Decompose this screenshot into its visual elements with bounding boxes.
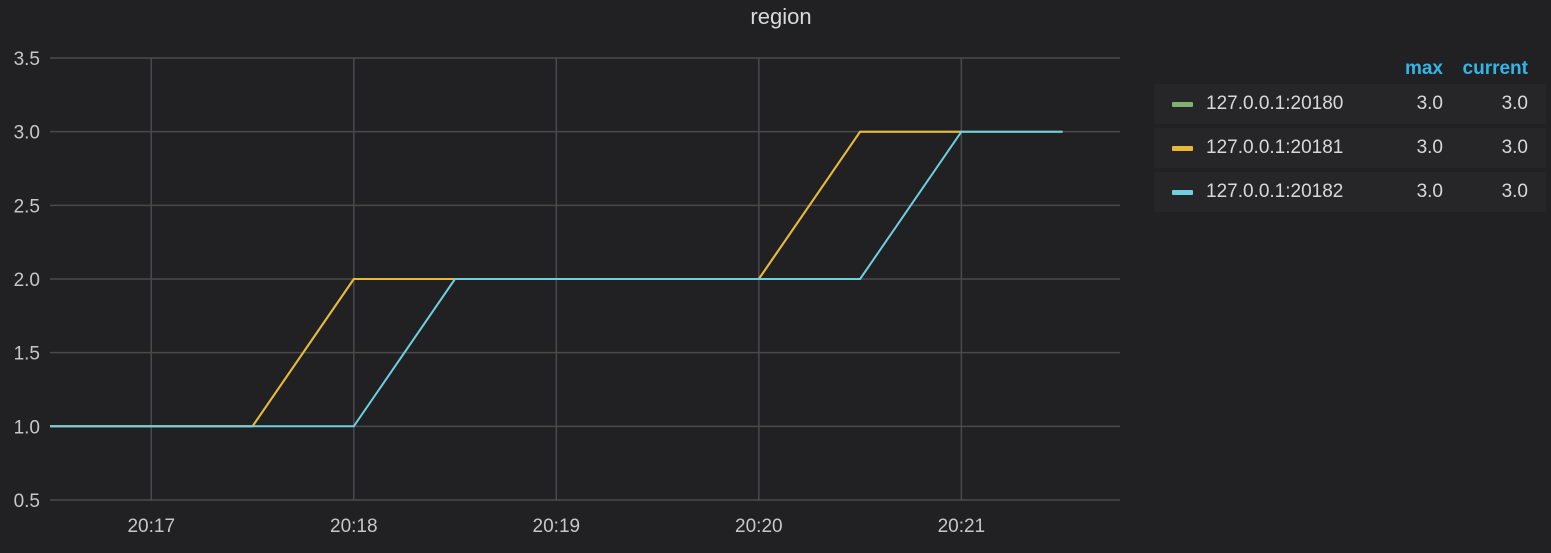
series-line: [50, 130, 1063, 428]
y-tick-label: 2.5: [14, 196, 40, 217]
legend-series-name[interactable]: 127.0.0.1:20182: [1206, 181, 1344, 202]
y-tick-label: 1.5: [14, 344, 40, 365]
legend-max-value: 3.0: [1416, 93, 1443, 114]
y-tick-label: 2.0: [14, 270, 40, 291]
legend-header: max current: [1154, 54, 1546, 84]
legend: max current 127.0.0.1:20180 3.0 3.0 127.…: [1154, 54, 1546, 216]
legend-series-name[interactable]: 127.0.0.1:20180: [1206, 93, 1344, 114]
legend-max-value: 3.0: [1416, 181, 1443, 202]
legend-item[interactable]: 127.0.0.1:20182 3.0 3.0: [1154, 172, 1546, 212]
y-tick-label: 1.0: [14, 417, 40, 438]
legend-max-value: 3.0: [1416, 137, 1443, 158]
series-color-swatch[interactable]: [1172, 189, 1193, 195]
series-color-swatch[interactable]: [1172, 101, 1193, 107]
x-tick-label: 20:21: [938, 516, 986, 537]
x-tick-label: 20:20: [735, 516, 783, 537]
legend-item[interactable]: 127.0.0.1:20180 3.0 3.0: [1154, 84, 1546, 124]
legend-current-value: 3.0: [1501, 137, 1528, 158]
panel-title[interactable]: region: [750, 4, 812, 29]
legend-header-max[interactable]: max: [1404, 58, 1443, 79]
legend-current-value: 3.0: [1501, 93, 1528, 114]
y-tick-label: 0.5: [14, 491, 40, 512]
legend-item[interactable]: 127.0.0.1:20181 3.0 3.0: [1154, 128, 1546, 168]
legend-current-value: 3.0: [1501, 181, 1528, 202]
series-color-swatch[interactable]: [1172, 145, 1193, 151]
legend-header-current[interactable]: current: [1462, 58, 1528, 79]
line-chart: 0.5 1.0 1.5 2.0 2.5 3.0 3.5 20:17 20:18 20:19 20:2…: [14, 49, 1120, 537]
legend-series-name[interactable]: 127.0.0.1:20181: [1206, 137, 1344, 158]
x-tick-label: 20:17: [127, 516, 175, 537]
y-tick-label: 3.5: [14, 49, 40, 70]
y-tick-label: 3.0: [14, 123, 40, 144]
x-tick-label: 20:19: [533, 516, 581, 537]
x-tick-label: 20:18: [330, 516, 378, 537]
